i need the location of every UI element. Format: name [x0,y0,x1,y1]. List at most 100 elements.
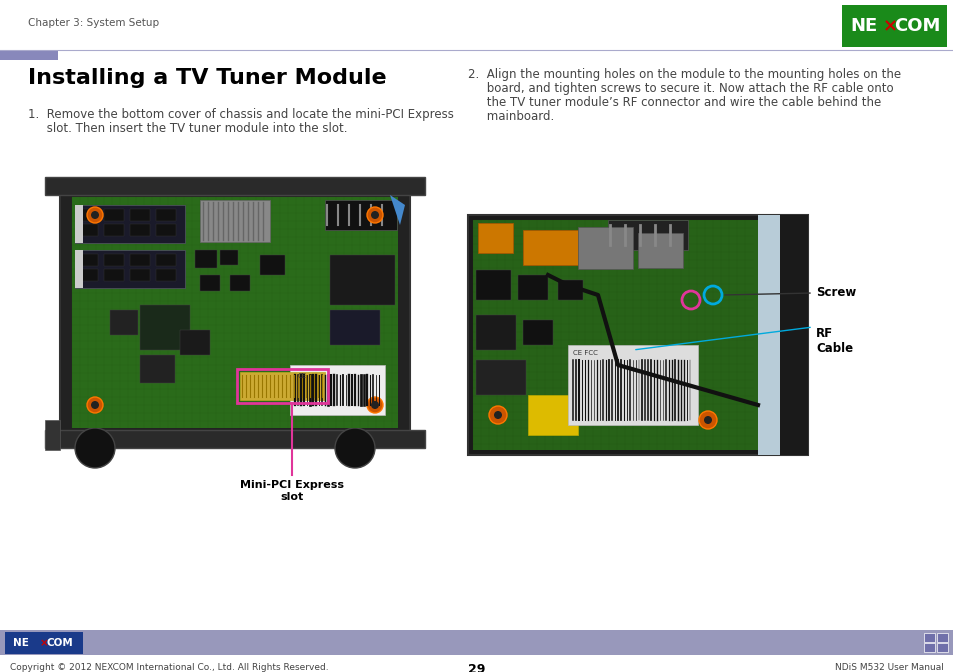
Bar [476,360,525,395]
Bar [325,200,396,230]
Circle shape [75,428,115,468]
Circle shape [371,211,378,219]
Circle shape [371,401,378,409]
Bar [841,5,946,47]
Bar [476,270,511,300]
Text: CE FCC: CE FCC [573,350,598,356]
Text: Installing a TV Tuner Module: Installing a TV Tuner Module [28,68,386,88]
Bar [330,310,379,345]
Bar [220,250,237,265]
Bar [45,420,60,450]
Bar [522,230,578,265]
Bar [936,643,947,652]
Bar [468,215,807,455]
Circle shape [367,207,382,223]
Bar [156,209,175,221]
Text: Chapter 3: System Setup: Chapter 3: System Setup [28,18,159,28]
Bar [0,50,58,60]
Text: CE: CE [297,373,307,379]
Bar [290,365,385,415]
Bar [923,633,934,642]
Text: 1.  Remove the bottom cover of chassis and locate the mini-PCI Express: 1. Remove the bottom cover of chassis an… [28,108,454,121]
Bar [130,254,150,266]
Bar [75,205,83,243]
Circle shape [367,397,382,413]
Text: the TV tuner module’s RF connector and wire the cable behind the: the TV tuner module’s RF connector and w… [468,96,881,109]
Text: ×: × [882,17,897,35]
Bar [476,315,516,350]
Text: NE: NE [12,638,29,648]
Bar [330,255,395,305]
Text: COM: COM [47,638,73,648]
Bar [522,320,553,345]
Bar [638,233,682,268]
Bar [130,269,150,281]
Bar [75,205,185,243]
Bar [45,430,424,448]
Bar [156,224,175,236]
Bar [758,215,807,455]
Text: Copyright © 2012 NEXCOM International Co., Ltd. All Rights Reserved.: Copyright © 2012 NEXCOM International Co… [10,663,328,672]
Text: 29: 29 [468,663,485,672]
Bar [140,305,190,350]
Text: RF
Cable: RF Cable [815,327,852,355]
Bar [200,275,220,291]
Text: Screw: Screw [815,286,856,300]
Bar [578,227,633,269]
Bar [71,197,397,428]
Circle shape [91,401,99,409]
Bar [5,632,83,654]
Circle shape [494,411,501,419]
Text: mainboard.: mainboard. [468,110,554,123]
Bar [230,275,250,291]
Bar [104,224,124,236]
Text: Mini-PCI Express
slot: Mini-PCI Express slot [240,480,344,501]
Circle shape [489,406,506,424]
Bar [180,330,210,355]
Bar [936,633,947,642]
Bar [78,224,98,236]
Bar [558,280,582,300]
Text: 2.  Align the mounting holes on the module to the mounting holes on the: 2. Align the mounting holes on the modul… [468,68,901,81]
Bar [75,250,83,288]
Bar [156,254,175,266]
Bar [75,250,185,288]
Circle shape [91,211,99,219]
Bar [527,395,578,435]
Bar [517,275,547,300]
Bar [104,269,124,281]
Bar [780,215,807,455]
Text: ×: × [40,638,49,648]
Text: NDiS M532 User Manual: NDiS M532 User Manual [834,663,943,672]
Bar [60,185,410,440]
Bar [78,209,98,221]
Bar [45,177,424,195]
Bar [260,255,285,275]
Bar [200,200,270,242]
Bar [236,369,328,403]
Bar [194,250,216,268]
Bar [78,269,98,281]
Bar [567,345,698,425]
Circle shape [87,207,103,223]
Bar [130,224,150,236]
Bar [156,269,175,281]
Bar [923,643,934,652]
Circle shape [703,416,711,424]
Bar [240,372,325,400]
Bar [130,209,150,221]
Bar [104,254,124,266]
Bar [607,220,687,250]
Bar [0,630,953,655]
Polygon shape [390,195,405,225]
Bar [110,310,138,335]
Bar [140,355,174,383]
Bar [473,220,758,450]
Circle shape [87,397,103,413]
Bar [104,209,124,221]
Text: NE: NE [849,17,877,35]
Bar [78,254,98,266]
Bar [477,223,513,253]
Text: board, and tighten screws to secure it. Now attach the RF cable onto: board, and tighten screws to secure it. … [468,82,893,95]
Text: COM: COM [894,17,940,35]
